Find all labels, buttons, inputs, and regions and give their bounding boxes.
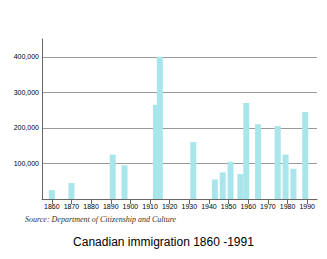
svg-text:1900: 1900 [123,203,139,210]
svg-text:1920: 1920 [162,203,178,210]
svg-text:1970: 1970 [260,203,276,210]
svg-text:1930: 1930 [182,203,198,210]
svg-text:1880: 1880 [83,203,99,210]
svg-text:1890: 1890 [103,203,119,210]
svg-text:1940: 1940 [201,203,217,210]
svg-text:Canadian immigration 1860 -199: Canadian immigration 1860 -1991 [73,235,254,249]
svg-text:200,000: 200,000 [14,124,39,131]
svg-text:1870: 1870 [64,203,80,210]
svg-text:1960: 1960 [240,203,256,210]
svg-text:300,000: 300,000 [14,89,39,96]
svg-text:1990: 1990 [299,203,315,210]
svg-text:1910: 1910 [142,203,158,210]
svg-text:400,000: 400,000 [14,53,39,60]
svg-text:1950: 1950 [221,203,237,210]
svg-text:100,000: 100,000 [14,160,39,167]
svg-text:1860: 1860 [44,203,60,210]
svg-text:1980: 1980 [280,203,296,210]
svg-text:Source: Department of Citizens: Source: Department of Citizenship and Cu… [25,215,177,224]
